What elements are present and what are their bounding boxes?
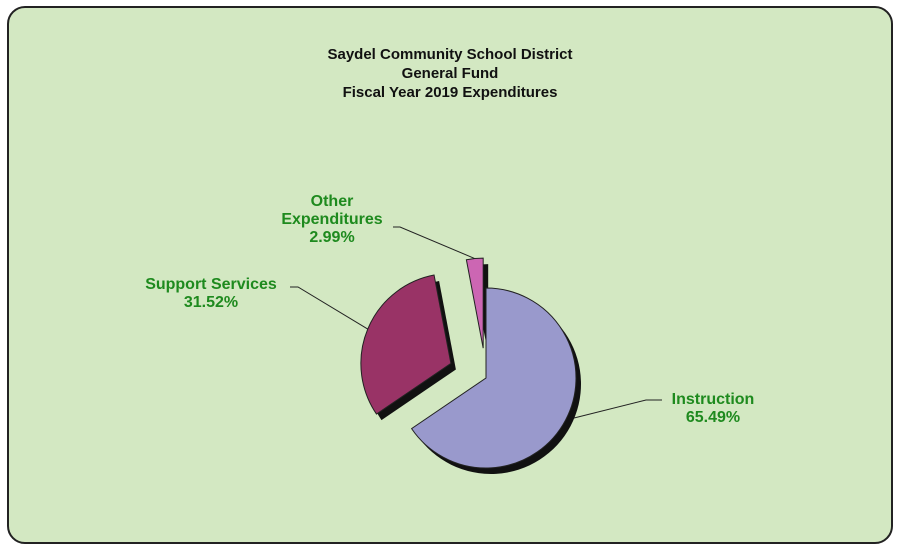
leader-line-other-expenditures: [393, 226, 475, 259]
pie-slice-other-expenditures: [465, 257, 484, 349]
slice-label-instruction: Instruction 65.49%: [661, 391, 765, 427]
leader-line-support-services: [290, 286, 369, 330]
slice-label-other-expenditures-line-2: Expenditures: [281, 211, 383, 228]
slice-label-support-services-pct: 31.52%: [183, 294, 239, 311]
chart-title-line-1: Saydel Community School District: [327, 46, 573, 63]
slice-label-instruction-name: Instruction: [671, 391, 755, 408]
slice-label-other-expenditures-pct: 2.99%: [309, 229, 355, 246]
slice-label-other-expenditures-line-1: Other: [310, 193, 354, 210]
slices: [360, 257, 577, 469]
leader-line-instruction: [565, 399, 662, 421]
pie-slice-support-services: [360, 274, 452, 415]
slice-label-other-expenditures: Other Expenditures 2.99%: [267, 193, 397, 247]
pie-slice-instruction: [410, 287, 577, 469]
slice-label-instruction-pct: 65.49%: [685, 409, 741, 426]
chart-title-line-2: General Fund: [401, 65, 499, 82]
slice-label-support-services: Support Services 31.52%: [129, 276, 293, 312]
chart-title-line-3: Fiscal Year 2019 Expenditures: [342, 84, 558, 101]
slice-label-support-services-name: Support Services: [145, 276, 277, 293]
chart-title: Saydel Community School District General…: [7, 45, 893, 102]
leader-lines: [290, 226, 662, 421]
